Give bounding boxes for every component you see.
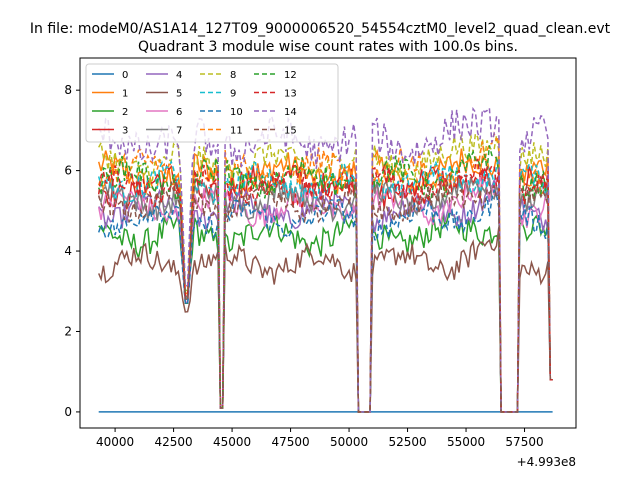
- x-tick-label: 55000: [447, 435, 485, 449]
- legend-label: 11: [230, 126, 243, 137]
- chart-title: Quadrant 3 module wise count rates with …: [138, 39, 518, 55]
- legend-label: 14: [284, 107, 297, 118]
- y-tick-label: 2: [64, 324, 72, 338]
- axes-layer: 40000 42500 45000 47500 50000 52500 55000 57500…: [64, 83, 543, 449]
- legend-label: 12: [284, 70, 297, 81]
- legend-box: [85, 63, 339, 143]
- y-tick-label: 8: [64, 83, 72, 97]
- x-tick-label: 50000: [330, 435, 368, 449]
- legend-label: 7: [176, 126, 182, 137]
- legend-label: 3: [122, 126, 128, 137]
- legend-label: 6: [176, 107, 182, 118]
- series-line-9: [97, 158, 553, 413]
- x-tick-label: 40000: [96, 435, 134, 449]
- legend-label: 15: [284, 126, 297, 137]
- chart-suptitle: In file: modeM0/AS1A14_127T09_9000006520…: [30, 21, 611, 37]
- legend-label: 2: [122, 107, 128, 118]
- series-line-12: [97, 145, 553, 413]
- series-line-2: [98, 207, 553, 413]
- x-tick-label: 52500: [388, 435, 426, 449]
- legend-label: 9: [230, 89, 236, 100]
- y-tick-label: 0: [64, 405, 72, 419]
- x-tick-label: 42500: [154, 435, 192, 449]
- y-tick-label: 6: [64, 164, 72, 178]
- legend-label: 5: [176, 89, 182, 100]
- x-tick-label: 57500: [505, 435, 543, 449]
- series-line-10: [97, 188, 553, 413]
- legend-label: 0: [122, 70, 128, 81]
- plot-frame: [79, 57, 577, 429]
- legend-label: 13: [284, 89, 297, 100]
- x-tick-label: 47500: [271, 435, 309, 449]
- series-line-13: [97, 158, 553, 413]
- legend-label: 8: [230, 70, 236, 81]
- legend-label: 10: [230, 107, 243, 118]
- y-tick-label: 4: [64, 244, 72, 258]
- series-line-8: [98, 131, 553, 413]
- legend-label: 1: [122, 89, 128, 100]
- legend-label: 4: [176, 70, 182, 81]
- series-layer: [97, 106, 553, 413]
- series-line-5: [98, 227, 553, 413]
- series-line-4: [98, 179, 553, 413]
- x-offset-label: +4.993e8: [517, 455, 576, 469]
- x-tick-label: 45000: [213, 435, 251, 449]
